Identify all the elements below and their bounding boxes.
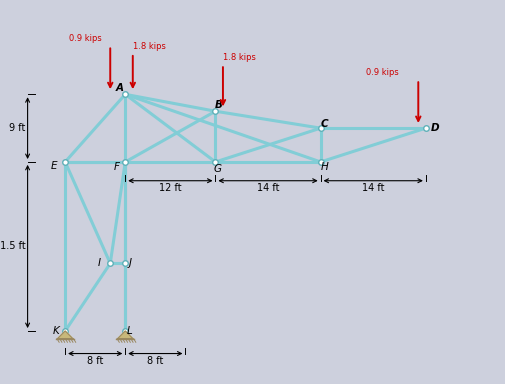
Text: 0.9 kips: 0.9 kips — [365, 68, 397, 77]
Text: 9 ft: 9 ft — [9, 123, 25, 133]
Text: 14 ft: 14 ft — [361, 183, 384, 193]
Text: 8 ft: 8 ft — [87, 356, 103, 366]
Text: 1.8 kips: 1.8 kips — [132, 42, 165, 51]
Text: 0.9 kips: 0.9 kips — [69, 34, 102, 43]
Text: C: C — [320, 119, 328, 129]
Text: F: F — [113, 162, 119, 172]
Text: E: E — [50, 161, 57, 171]
Text: 31.5 ft: 31.5 ft — [0, 242, 25, 252]
Text: 14 ft: 14 ft — [256, 183, 279, 193]
Text: 8 ft: 8 ft — [147, 356, 163, 366]
Polygon shape — [58, 331, 73, 339]
Text: J: J — [128, 258, 131, 268]
Text: I: I — [97, 258, 100, 268]
Text: K: K — [53, 326, 60, 336]
Polygon shape — [118, 331, 132, 339]
Text: H: H — [320, 162, 328, 172]
Text: D: D — [430, 123, 438, 133]
Text: G: G — [213, 164, 221, 174]
Text: 12 ft: 12 ft — [159, 183, 181, 193]
Text: B: B — [215, 100, 223, 110]
Text: A: A — [115, 83, 123, 93]
Text: L: L — [127, 326, 132, 336]
Text: 1.8 kips: 1.8 kips — [223, 53, 256, 62]
